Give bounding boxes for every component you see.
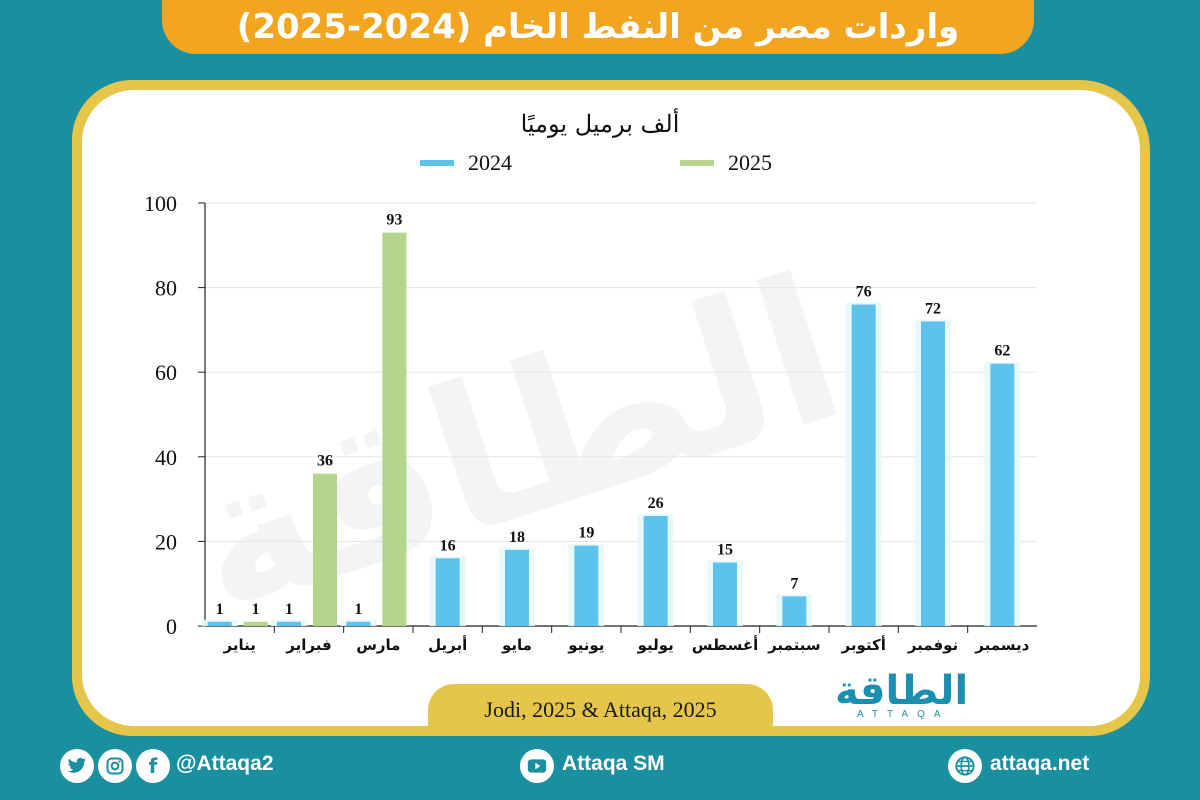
globe-icon[interactable] [948, 749, 982, 783]
bar-2024 [643, 516, 668, 626]
bar-2024 [505, 549, 529, 626]
bar-2024 [713, 562, 737, 626]
instagram-icon[interactable] [98, 749, 132, 783]
youtube-channel[interactable]: Attaqa SM [562, 752, 665, 775]
social-handle[interactable]: @Attaqa2 [176, 752, 274, 775]
bar-2024 [574, 545, 599, 626]
bar-2024 [277, 621, 301, 626]
data-label-2024: 26 [648, 495, 664, 512]
data-label-2024: 18 [509, 529, 525, 546]
x-tick-label: سبتمبر [767, 636, 821, 654]
chart-unit-label: ألف برميل يوميًا [520, 110, 680, 138]
legend-item-2025: 2025 [680, 150, 772, 176]
y-tick-label: 60 [155, 360, 177, 385]
bar-2024 [921, 321, 945, 626]
data-label-2024: 19 [578, 525, 594, 542]
x-tick-label: يناير [222, 636, 255, 654]
grid-lines [205, 202, 1037, 542]
bar-2024 [435, 558, 460, 626]
data-label-2024: 62 [994, 343, 1010, 360]
legend-label-2025: 2025 [728, 150, 772, 175]
data-label-2025: 1 [252, 601, 260, 618]
bars [201, 232, 1021, 627]
x-tick-label: أكتوبر [840, 635, 885, 654]
legend-swatch-2024 [420, 160, 454, 166]
x-tick-label: نوفمبر [907, 636, 958, 654]
x-tick-label: مارس [356, 636, 400, 654]
bar-2025 [243, 621, 268, 626]
source-label: Jodi, 2025 & Attaqa, 2025 [428, 684, 773, 736]
data-label-2024: 76 [856, 284, 872, 301]
legend-swatch-2025 [680, 160, 714, 166]
axes: 0 20 40 60 80 100 يناير فبراير مارس أبريل مايو يوني… [144, 191, 1037, 654]
data-label-2025: 93 [386, 212, 402, 229]
data-label-2024: 1 [354, 601, 362, 618]
logo-subtext: ATTAQA [857, 709, 950, 720]
bar-2024 [990, 363, 1015, 626]
data-label-2024: 7 [790, 575, 798, 592]
twitter-icon[interactable] [60, 749, 94, 783]
legend: 2024 2025 [400, 150, 820, 180]
x-tick-label: مايو [501, 636, 532, 654]
chart-card: الطاقة [82, 90, 1140, 726]
y-tick-label: 40 [155, 445, 177, 470]
bar-2025 [382, 232, 407, 627]
bar-2024 [782, 596, 807, 626]
attaqa-logo: الطاقة ATTAQA [835, 668, 1015, 722]
facebook-icon[interactable]: f [136, 749, 170, 783]
data-label-2024: 72 [925, 300, 941, 317]
x-tick-label: أغسطس [692, 635, 758, 654]
x-tick-label: يونيو [567, 636, 604, 654]
bar-2024 [346, 621, 371, 626]
data-label-2024: 15 [717, 542, 733, 559]
logo-text: الطاقة [835, 668, 969, 714]
data-labels: 1 1 1 36 1 93 16 18 19 26 15 7 76 72 62 [216, 212, 1011, 618]
x-tick-label: ديسمبر [974, 636, 1029, 654]
y-tick-label: 80 [155, 276, 177, 301]
data-label-2024: 16 [440, 537, 456, 554]
website-link[interactable]: attaqa.net [990, 752, 1090, 775]
x-tick-label: فبراير [285, 636, 331, 654]
data-label-2025: 36 [317, 453, 333, 470]
data-label-2024: 1 [285, 601, 293, 618]
data-label-2024: 1 [216, 601, 224, 618]
y-tick-label: 20 [155, 529, 177, 554]
legend-item-2024: 2024 [420, 150, 512, 176]
y-tick-label: 100 [144, 191, 177, 216]
legend-label-2024: 2024 [468, 150, 512, 175]
y-tick-label: 0 [166, 614, 177, 639]
bar-2025 [313, 473, 337, 626]
footer: f @Attaqa2 Attaqa SM attaqa.net [0, 740, 1200, 800]
x-tick-label: يوليو [637, 636, 674, 654]
bar-2024 [851, 304, 876, 626]
page-title: واردات مصر من النفط الخام (2024-2025) [162, 0, 1034, 54]
youtube-icon[interactable] [520, 749, 554, 783]
bar-2024 [207, 621, 232, 626]
x-tick-label: أبريل [428, 635, 467, 654]
